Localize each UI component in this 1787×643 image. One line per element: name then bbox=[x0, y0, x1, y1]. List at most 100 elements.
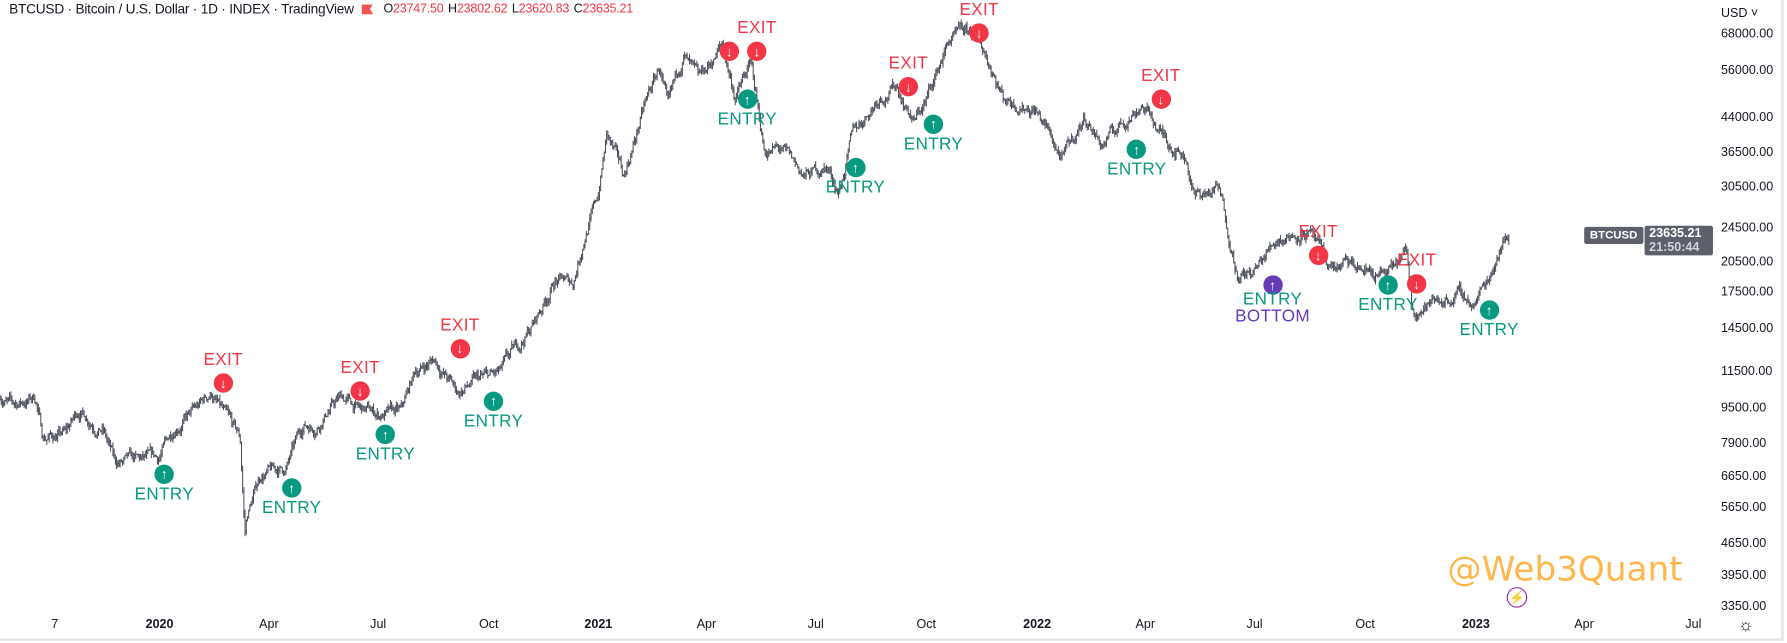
entry-arrow-icon[interactable]: ↑ bbox=[154, 464, 175, 484]
candle bbox=[628, 161, 631, 167]
exit-arrow-icon[interactable]: ↓ bbox=[213, 373, 233, 393]
candle bbox=[555, 277, 557, 286]
candle bbox=[1363, 265, 1366, 277]
symbol-title[interactable]: BTCUSD · Bitcoin / U.S. Dollar · 1D · IN… bbox=[9, 1, 354, 18]
entry-arrow-icon[interactable]: ↑ bbox=[1378, 275, 1398, 295]
candle bbox=[1476, 295, 1479, 304]
flag-icon[interactable] bbox=[361, 3, 374, 15]
price-chart[interactable] bbox=[0, 0, 1716, 616]
time-tick: 2023 bbox=[1461, 617, 1490, 632]
exit-arrow-icon[interactable]: ↓ bbox=[747, 41, 767, 61]
candle bbox=[652, 72, 655, 86]
candle bbox=[1259, 256, 1261, 263]
candle bbox=[1079, 122, 1081, 131]
ohlc-close: C23635.21 bbox=[574, 1, 634, 17]
ohlc-low: L23620.83 bbox=[512, 1, 569, 17]
candle bbox=[828, 167, 830, 174]
time-tick: 2021 bbox=[584, 617, 613, 632]
candle bbox=[169, 431, 172, 443]
candle bbox=[586, 233, 589, 236]
candle bbox=[915, 109, 918, 121]
candle bbox=[259, 478, 262, 483]
price-axis[interactable]: 68000.00 56000.00 44000.00 36500.00 30500.00… bbox=[1716, 0, 1784, 616]
exit-arrow-icon[interactable]: ↓ bbox=[969, 23, 989, 43]
candle bbox=[712, 58, 715, 66]
candle bbox=[1383, 267, 1385, 274]
candle bbox=[46, 439, 48, 445]
candle bbox=[649, 86, 651, 92]
entry-arrow-icon[interactable]: ↑ bbox=[1262, 275, 1283, 295]
candle bbox=[227, 405, 229, 416]
candle bbox=[984, 50, 986, 58]
candle bbox=[1432, 294, 1434, 300]
candle bbox=[1379, 265, 1381, 277]
entry-arrow-icon[interactable]: ↑ bbox=[1479, 300, 1499, 320]
candle bbox=[92, 424, 95, 435]
entry-arrow-icon[interactable]: ↑ bbox=[737, 89, 757, 109]
lightning-icon[interactable]: ⚡ bbox=[1506, 587, 1528, 608]
candle bbox=[989, 64, 991, 70]
candle bbox=[428, 359, 430, 371]
candle bbox=[1442, 301, 1444, 309]
candle bbox=[448, 374, 450, 382]
entry-arrow-icon[interactable]: ↑ bbox=[282, 478, 302, 498]
candle bbox=[816, 168, 818, 175]
candle bbox=[878, 98, 881, 110]
exit-arrow-icon[interactable]: ↓ bbox=[1151, 89, 1171, 109]
candle bbox=[580, 254, 583, 263]
candle bbox=[550, 283, 553, 294]
exit-arrow-icon[interactable]: ↓ bbox=[898, 76, 918, 97]
candle bbox=[5, 396, 7, 402]
candle bbox=[866, 115, 868, 118]
candle bbox=[40, 412, 42, 427]
candle bbox=[1172, 151, 1175, 157]
candle bbox=[923, 99, 925, 112]
candle bbox=[133, 452, 136, 462]
time-axis[interactable]: 7 2020 Apr Jul Oct 2021 Apr Jul Oct 2022 Apr Jul Oct… bbox=[0, 613, 1716, 638]
exit-arrow-icon[interactable]: ↓ bbox=[719, 41, 739, 61]
signal-label: ENTRY bbox=[1459, 320, 1519, 340]
entry-arrow-icon[interactable]: ↑ bbox=[923, 114, 944, 134]
candle bbox=[396, 402, 399, 413]
candle bbox=[1416, 313, 1419, 322]
candle bbox=[377, 411, 380, 420]
entry-arrow-icon[interactable]: ↑ bbox=[483, 391, 504, 411]
entry-arrow-icon[interactable]: ↑ bbox=[1127, 139, 1147, 160]
candle bbox=[986, 54, 989, 66]
candle bbox=[354, 399, 357, 409]
entry-arrow-icon[interactable]: ↑ bbox=[845, 157, 866, 178]
candle bbox=[382, 413, 384, 419]
candle bbox=[1082, 112, 1085, 126]
candle bbox=[793, 156, 795, 163]
candle bbox=[208, 396, 210, 400]
candle bbox=[736, 86, 739, 100]
exit-arrow-icon[interactable]: ↓ bbox=[1308, 245, 1328, 266]
candle bbox=[126, 452, 128, 459]
candle bbox=[804, 172, 806, 179]
candle bbox=[291, 441, 293, 457]
candle bbox=[1344, 253, 1347, 261]
settings-icon[interactable]: ☼ bbox=[1738, 615, 1754, 636]
candle bbox=[1195, 189, 1198, 197]
candle bbox=[323, 414, 326, 423]
candle bbox=[1222, 194, 1224, 202]
exit-arrow-icon[interactable]: ↓ bbox=[1407, 274, 1427, 294]
chart-header: BTCUSD · Bitcoin / U.S. Dollar · 1D · IN… bbox=[9, 1, 637, 17]
entry-arrow-icon[interactable]: ↑ bbox=[375, 424, 396, 445]
exit-arrow-icon[interactable]: ↓ bbox=[350, 381, 370, 401]
exit-arrow-icon[interactable]: ↓ bbox=[450, 339, 470, 359]
currency-selector[interactable]: USD ˅ bbox=[1720, 6, 1759, 21]
candle bbox=[1479, 286, 1481, 297]
candle bbox=[506, 348, 508, 357]
candle bbox=[637, 127, 639, 136]
candle bbox=[738, 81, 740, 94]
candle bbox=[177, 428, 179, 437]
candle bbox=[180, 425, 183, 437]
candle bbox=[35, 401, 37, 406]
candle bbox=[1073, 138, 1075, 144]
candle bbox=[641, 106, 644, 115]
candle bbox=[710, 59, 712, 69]
candle bbox=[6, 397, 8, 405]
candle bbox=[1044, 118, 1046, 130]
time-tick: Oct bbox=[478, 617, 499, 632]
